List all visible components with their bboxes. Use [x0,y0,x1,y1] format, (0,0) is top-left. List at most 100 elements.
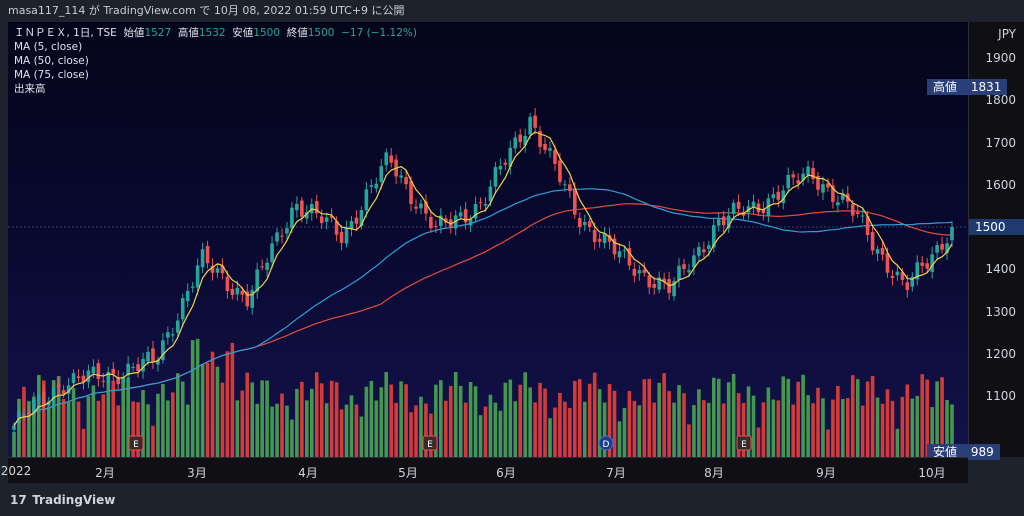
candle-body [369,185,374,187]
candle-body [468,219,473,226]
volume-bar [270,406,274,457]
publisher-bar: masa117_114 が TradingView.com で 10月 08, … [0,0,1024,22]
volume-bar [32,396,36,457]
event-marker [736,435,752,451]
volume-bar [920,374,925,457]
candle-body [66,385,71,394]
volume-bar [180,381,185,457]
brand-text: TradingView [32,493,116,507]
low-tag-value: 989 [970,445,994,460]
volume-bar [86,396,91,457]
candle-body [483,204,488,206]
volume-bar [349,395,354,457]
price-tick-label: 1400 [985,262,1016,277]
candle-body [806,166,810,176]
candle-body [563,184,567,186]
volume-bar [280,393,284,457]
publisher-text: masa117_114 が TradingView.com で 10月 08, … [8,4,405,17]
volume-bar [707,402,711,457]
candle-body [260,266,264,268]
volume-legend[interactable]: 出来高 [14,83,46,95]
volume-bar [265,380,269,457]
candle-body [756,203,761,213]
candle-body [935,245,939,253]
price-tick-label: 1700 [985,135,1016,150]
candle-body [314,201,319,214]
current-price-value: 1500 [975,220,1006,234]
volume-bar [518,384,523,457]
candle-body [801,173,805,181]
candle-body [627,248,632,266]
candle-body [493,167,498,187]
volume-bar [404,384,408,457]
volume-bar [76,401,81,457]
volume-bar [141,389,145,457]
candle-body [230,288,235,295]
candle-body [300,200,304,217]
candle-body [101,380,106,382]
candle-body [776,191,781,200]
time-tick-label: 2月 [95,466,115,480]
volume-bar [190,340,195,457]
open-label: 始値 [123,27,145,39]
candle-body [156,359,160,365]
volume-bar [642,379,647,457]
candle-body [711,225,716,248]
volume-bar [801,374,805,457]
volume-bar [121,380,125,457]
ma75-legend[interactable]: MA (75, close) [14,69,89,81]
candle-body [860,215,865,217]
candle-body [568,184,572,192]
candle-body [285,228,289,234]
volume-bar [503,382,508,457]
time-tick-label: 3月 [187,466,207,480]
high-tag-value: 1831 [970,80,1002,95]
event-marker-label: D [603,440,610,450]
volume-bar [91,385,96,457]
candle-body [786,175,791,189]
volume-bar [622,407,627,457]
candle-body [12,425,16,430]
candle-body [334,221,339,235]
volume-bar [230,342,235,457]
volume-bar [597,389,602,457]
candle-body [617,251,622,258]
volume-bar [255,403,259,457]
volume-bar [111,380,116,457]
candle-body [826,183,830,188]
currency-label: JPY [998,27,1016,41]
candle-body [930,254,934,272]
candle-body [836,202,840,206]
volume-bar [538,382,542,457]
ma5-legend[interactable]: MA (5, close) [14,41,83,53]
volume-bar [523,372,527,457]
volume-bar [771,399,776,457]
candle-body [250,290,255,308]
time-axis[interactable]: 2022 2月 3月 4月 5月 6月 7月 8月 9月 10月 [1,457,968,483]
candle-body [116,377,121,385]
ma50-legend[interactable]: MA (50, close) [14,55,89,67]
close-label: 終値 [286,27,308,39]
volume-bar [855,379,860,457]
candle-body [637,270,642,274]
ma50-line [13,188,953,426]
volume-bar [195,338,200,457]
volume-bar [205,362,210,457]
price-tick-label: 1800 [985,93,1016,108]
volume-bar [915,395,920,457]
event-marker [128,435,144,451]
price-axis[interactable]: JPY 1900 1800 1700 1600 1500 1400 1300 1200 1100… [927,22,1024,461]
volume-bar [290,419,294,457]
tradingview-brand[interactable]: 17 TradingView [10,493,115,507]
volume-bar [235,400,240,457]
candle-body [404,177,408,185]
volume-bar [41,380,46,457]
candle-body [17,410,21,424]
volume-bar [309,388,314,457]
candle-body [508,147,513,167]
price-tick-label: 1300 [985,304,1016,319]
candle-body [811,167,815,180]
volume-bar [443,400,448,457]
